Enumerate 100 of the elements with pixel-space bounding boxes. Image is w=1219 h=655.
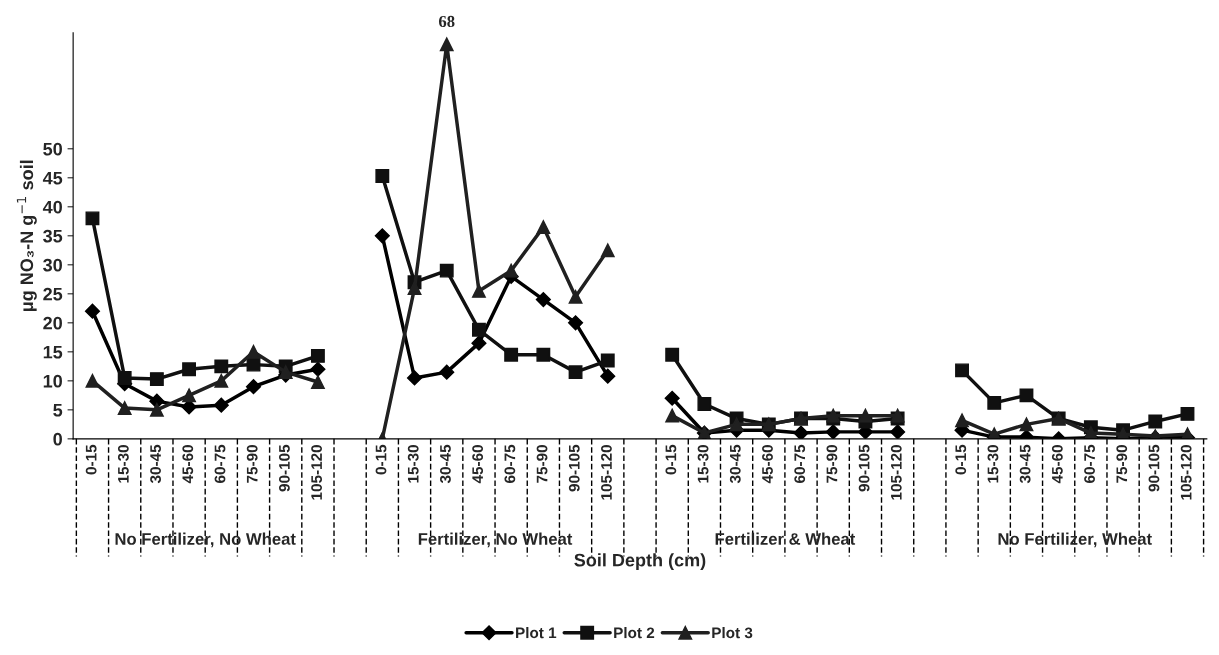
y-tick-label: 35: [43, 229, 63, 243]
y-tick-label: 5: [53, 403, 63, 417]
point: [504, 347, 519, 362]
point: [214, 359, 229, 374]
point: [1180, 406, 1195, 421]
x-axis-title: Soil Depth (cm): [574, 553, 706, 571]
point: [471, 283, 486, 298]
x-tick-label: 60-75: [1084, 444, 1095, 483]
point: [1148, 414, 1163, 429]
x-tick-label: 60-75: [214, 444, 226, 483]
x-tick-label: 45-60: [1051, 445, 1063, 484]
point: [149, 372, 164, 387]
legend-label: Plot 3: [712, 627, 753, 639]
y-tick-label: 10: [43, 374, 62, 388]
y-tick-label: 30: [43, 258, 62, 272]
x-tick-label: 45-60: [472, 445, 484, 484]
x-tick-label: 90-105: [568, 444, 580, 492]
x-tick-label: 90-105: [858, 444, 870, 492]
point: [793, 425, 809, 439]
point: [825, 424, 841, 439]
point: [471, 322, 486, 337]
point: [310, 348, 325, 363]
point: [504, 263, 519, 278]
point: [664, 390, 680, 406]
x-tick-label: 15-30: [987, 445, 999, 483]
point: [439, 364, 455, 380]
point: [439, 263, 454, 278]
x-tick-label: 0-15: [665, 444, 677, 475]
point: [406, 370, 423, 386]
point: [955, 363, 969, 378]
point: [567, 315, 584, 331]
point: [536, 220, 551, 235]
point: [955, 413, 969, 428]
text: No Fertilizer, Wheat: [998, 532, 1152, 548]
point: [987, 395, 1002, 410]
y-tick-label: 25: [43, 287, 63, 301]
x-tick-label: 30-45: [440, 444, 451, 484]
point: [471, 335, 487, 351]
x-tick-label: 45-60: [762, 445, 773, 484]
point: [600, 368, 616, 384]
point: [439, 37, 454, 52]
point: [245, 379, 262, 395]
data-label: 68: [438, 15, 455, 28]
point: [85, 211, 100, 226]
point: [149, 402, 164, 417]
point: [729, 417, 744, 432]
x-tick-label: 90-105: [1148, 444, 1160, 492]
point: [310, 361, 326, 377]
text: Fertilizer & Wheat: [715, 532, 856, 545]
y-tick-label: 50: [43, 142, 62, 156]
x-tick-label: 45-60: [182, 445, 194, 484]
point: [890, 424, 906, 439]
x-tick-label: 90-105: [278, 444, 290, 492]
point: [536, 347, 551, 362]
point: [1019, 388, 1034, 403]
point: [117, 401, 132, 416]
x-tick-label: 60-75: [504, 444, 516, 483]
x-tick-label: 15-30: [697, 445, 709, 483]
y-axis-title: μg NO₃-N g$^{−1}$ soil: [16, 160, 37, 312]
x-tick-label: 75-90: [826, 445, 838, 483]
y-tick-label: 0: [53, 432, 62, 446]
y-tick-label: 15: [43, 345, 63, 359]
point: [858, 408, 873, 423]
point: [407, 281, 422, 295]
point: [182, 362, 197, 377]
x-tick-label: 75-90: [536, 445, 548, 483]
point: [600, 243, 615, 258]
x-tick-label: 15-30: [117, 445, 129, 483]
point: [375, 169, 390, 183]
x-tick-label: 105-120: [890, 445, 902, 500]
point: [697, 397, 712, 411]
x-tick-label: 105-120: [601, 445, 612, 500]
point: [568, 289, 583, 304]
point: [535, 292, 551, 308]
point: [213, 397, 229, 413]
y-tick-label: 40: [42, 200, 62, 214]
x-tick-label: 75-90: [1116, 445, 1128, 483]
x-tick-label: 0-15: [375, 444, 387, 475]
x-tick-label: 105-120: [1180, 445, 1192, 500]
text: No Fertilizer, No Wheat: [115, 532, 296, 548]
point: [84, 303, 101, 319]
point: [310, 375, 325, 389]
point: [374, 228, 390, 244]
x-tick-label: 105-120: [311, 445, 323, 500]
point: [665, 347, 680, 362]
x-tick-label: 60-75: [794, 444, 806, 483]
x-tick-label: 30-45: [1019, 444, 1031, 484]
y-tick-label: 45: [42, 171, 63, 185]
text: Fertilizer, No Wheat: [418, 532, 573, 548]
x-tick-label: 15-30: [407, 445, 419, 483]
x-tick-label: 75-90: [246, 445, 258, 483]
x-tick-label: 0-15: [85, 444, 97, 475]
x-tick-label: 30-45: [729, 444, 741, 484]
point: [85, 373, 100, 388]
point: [117, 370, 132, 385]
point: [665, 408, 680, 423]
point: [214, 373, 229, 388]
point: [568, 365, 583, 380]
legend-label: Plot 1: [516, 627, 557, 639]
y-tick-label: 20: [43, 316, 62, 330]
